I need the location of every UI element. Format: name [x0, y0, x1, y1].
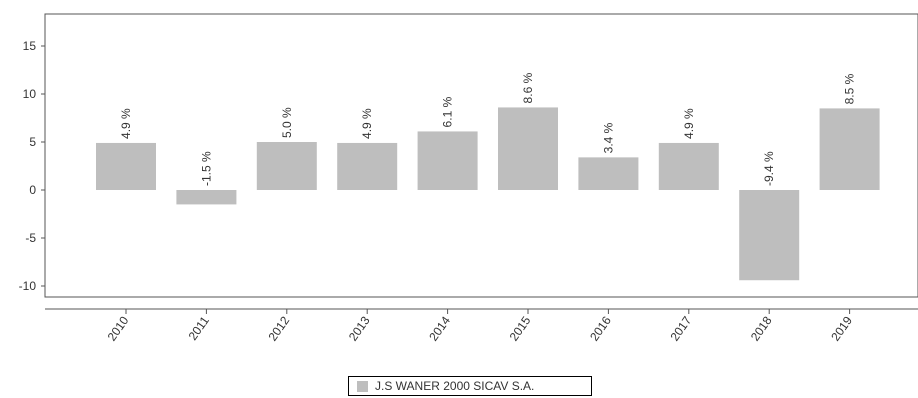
- bar-2017: [658, 142, 719, 190]
- y-axis: 15 10 5 0 -5 -10: [19, 39, 45, 293]
- bar-2019: [819, 108, 880, 190]
- plot-frame: [44, 13, 918, 298]
- y-tick-label: 0: [29, 183, 36, 197]
- legend-swatch: [357, 380, 368, 392]
- x-axis: 2010 2011 2012 2013 2014 2015 2016 2017 2018 2019: [105, 309, 855, 344]
- x-tick-label: 2014: [426, 313, 453, 343]
- bar-2012: [256, 142, 317, 190]
- y-tick-label: -5: [25, 231, 36, 245]
- bar-2011: [176, 190, 237, 205]
- bar-2010: [96, 142, 156, 190]
- bar-value-label: 8.6 %: [521, 72, 535, 103]
- legend-label: J.S WANER 2000 SICAV S.A.: [375, 379, 535, 393]
- bar-value-label: 8.5 %: [843, 73, 857, 104]
- x-tick-label: 2010: [105, 313, 132, 343]
- bar-value-label: -9.4 %: [762, 151, 776, 186]
- x-tick-label: 2015: [507, 313, 534, 343]
- bar-value-label: 4.9 %: [682, 108, 696, 139]
- bar-value-label: 5.0 %: [280, 107, 294, 138]
- x-tick-label: 2019: [828, 313, 855, 343]
- x-tick-label: 2012: [265, 313, 292, 343]
- bar-2013: [337, 142, 398, 190]
- x-tick-label: 2013: [346, 313, 373, 343]
- x-tick-label: 2018: [748, 313, 775, 343]
- bar-value-label: 4.9 %: [360, 108, 374, 139]
- bar-2015: [498, 107, 558, 190]
- x-tick-label: 2011: [186, 313, 212, 342]
- bar-labels: 4.9 % -1.5 % 5.0 % 4.9 % 6.1 % 8.6 % 3.4 % 4.9 …: [119, 72, 857, 186]
- bar-value-label: -1.5 %: [199, 151, 213, 186]
- bar-value-label: 6.1 %: [441, 96, 455, 127]
- legend: J.S WANER 2000 SICAV S.A.: [348, 376, 592, 396]
- y-tick-label: -10: [19, 279, 37, 293]
- bar-value-label: 3.4 %: [601, 122, 615, 153]
- y-tick-label: 10: [23, 87, 37, 101]
- bar-2018: [739, 190, 800, 281]
- y-tick-label: 5: [29, 135, 36, 149]
- bar-2014: [417, 131, 478, 190]
- bar-value-label: 4.9 %: [119, 108, 133, 139]
- y-tick-label: 15: [23, 39, 37, 53]
- bar-2016: [578, 157, 639, 190]
- bars: [96, 107, 880, 281]
- x-tick-label: 2017: [667, 313, 694, 343]
- x-tick-label: 2016: [587, 313, 614, 343]
